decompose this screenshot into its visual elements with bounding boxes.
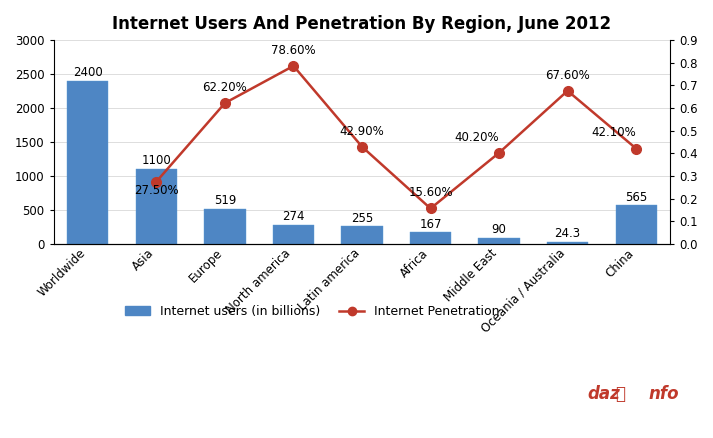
Text: 40.20%: 40.20% — [454, 131, 499, 144]
Title: Internet Users And Penetration By Region, June 2012: Internet Users And Penetration By Region… — [113, 15, 612, 33]
Bar — [615, 205, 657, 244]
Bar — [136, 169, 177, 244]
Text: 255: 255 — [351, 212, 373, 225]
Text: 78.60%: 78.60% — [271, 44, 316, 57]
Bar — [547, 242, 588, 244]
Text: 167: 167 — [419, 218, 442, 231]
Bar — [410, 233, 451, 244]
Bar — [478, 238, 520, 244]
Text: 15.60%: 15.60% — [409, 187, 453, 199]
Text: 42.10%: 42.10% — [591, 127, 636, 139]
Text: 565: 565 — [625, 191, 647, 204]
Legend: Internet users (in billions), Internet Penetration: Internet users (in billions), Internet P… — [120, 300, 505, 323]
Text: 62.20%: 62.20% — [202, 81, 247, 94]
Text: 27.50%: 27.50% — [134, 184, 179, 198]
Text: ⓘ: ⓘ — [615, 385, 625, 403]
Text: 2400: 2400 — [73, 66, 103, 79]
Text: 519: 519 — [214, 194, 236, 207]
Text: nfo: nfo — [649, 385, 679, 403]
Bar — [342, 226, 383, 244]
Text: daz: daz — [588, 385, 620, 403]
Bar — [67, 81, 108, 244]
Text: 42.90%: 42.90% — [339, 125, 384, 138]
Text: 274: 274 — [282, 211, 304, 223]
Text: 90: 90 — [491, 223, 506, 236]
Bar — [205, 208, 245, 244]
Bar — [273, 225, 314, 244]
Text: 24.3: 24.3 — [555, 227, 580, 240]
Text: 67.60%: 67.60% — [545, 69, 590, 82]
Text: 1100: 1100 — [142, 155, 171, 167]
